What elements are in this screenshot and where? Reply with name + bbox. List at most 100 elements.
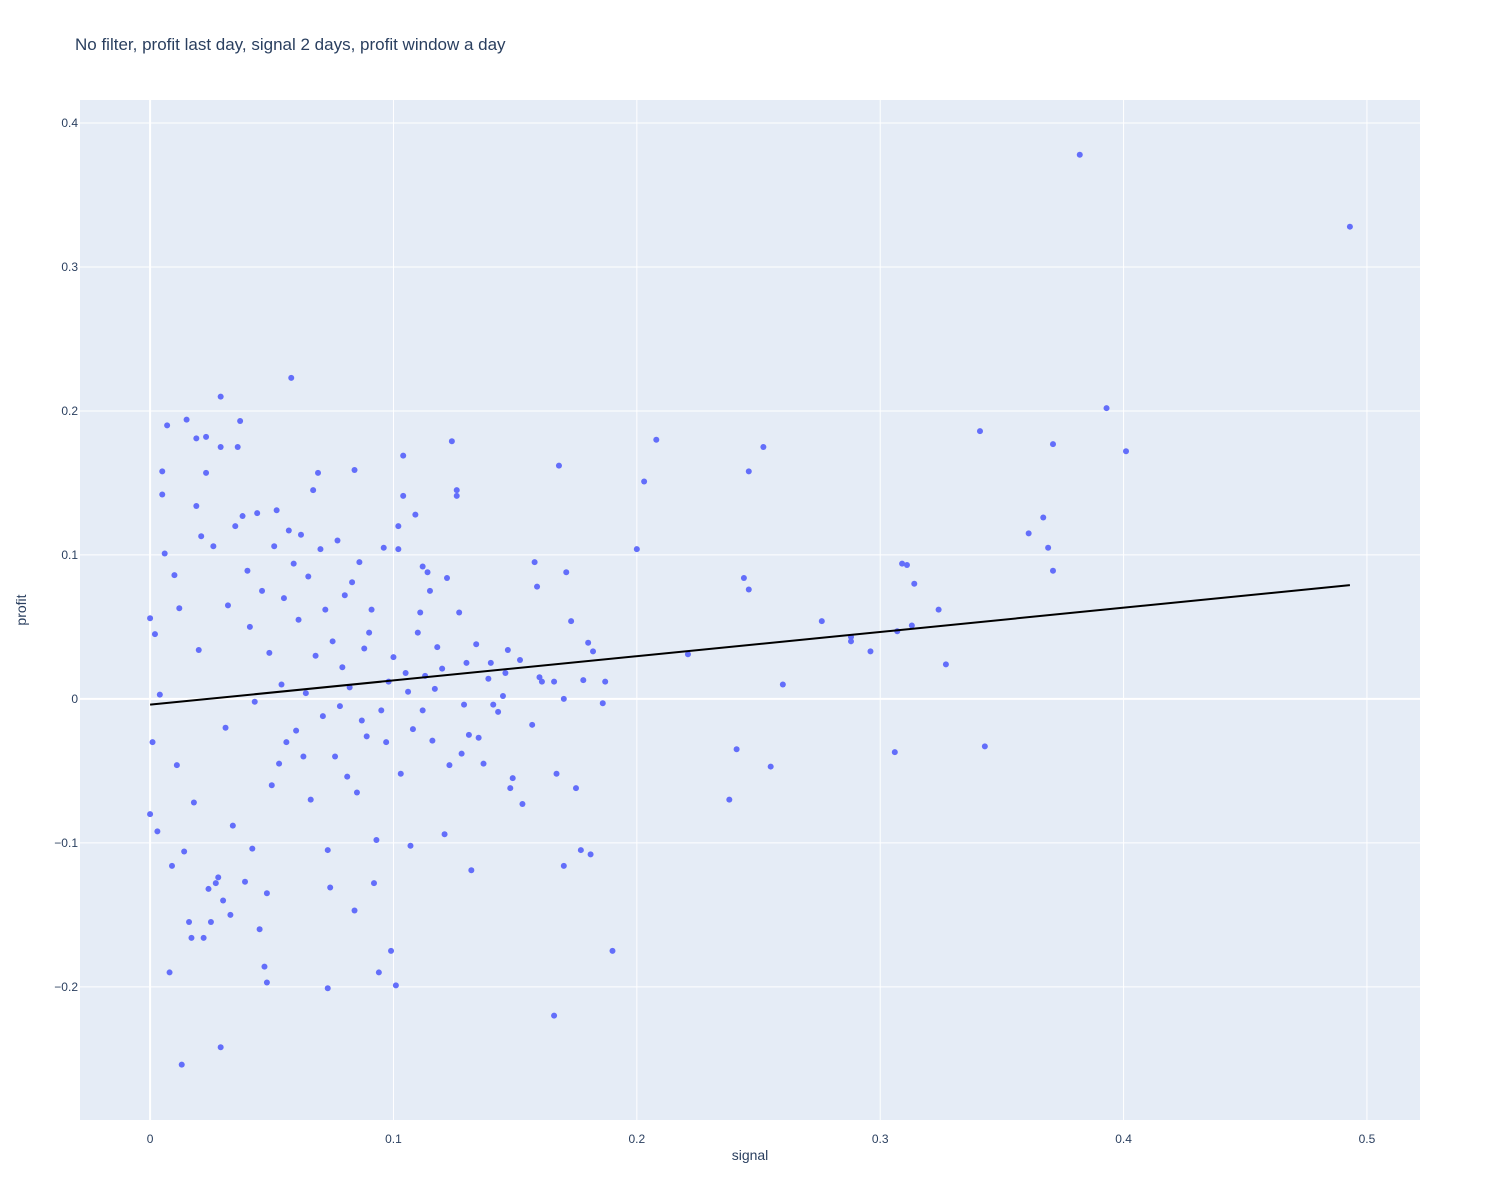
data-point (220, 897, 227, 904)
data-point (351, 466, 358, 473)
x-tick-label: 0 (147, 1132, 154, 1146)
data-point (517, 657, 524, 664)
data-point (319, 713, 326, 720)
data-point (633, 546, 640, 553)
data-point (217, 393, 224, 400)
data-point (431, 685, 438, 692)
data-point (278, 681, 285, 688)
data-point (463, 659, 470, 666)
data-point (818, 618, 825, 625)
data-point (375, 969, 382, 976)
data-point (186, 919, 193, 926)
data-point (251, 698, 258, 705)
data-point (485, 675, 492, 682)
data-point (305, 573, 312, 580)
data-point (414, 629, 421, 636)
data-point (271, 543, 278, 550)
y-tick-label: 0 (71, 692, 78, 706)
data-point (164, 422, 171, 429)
data-point (899, 560, 906, 567)
x-tick-label: 0.2 (628, 1132, 645, 1146)
data-point (322, 606, 329, 613)
data-point (383, 739, 390, 746)
data-point (154, 828, 161, 835)
data-point (935, 606, 942, 613)
data-point (536, 674, 543, 681)
data-point (300, 753, 307, 760)
x-tick-labels: 0 0.1 0.2 0.3 0.4 0.5 (147, 1132, 1376, 1146)
data-point (147, 615, 154, 622)
y-tick-label: 0.1 (61, 548, 78, 562)
y-tick-label: 0.2 (61, 404, 78, 418)
data-point (195, 646, 202, 653)
data-point (193, 435, 200, 442)
data-point (334, 537, 341, 544)
data-point (188, 934, 195, 941)
data-point (590, 648, 597, 655)
data-point (563, 569, 570, 576)
data-point (380, 544, 387, 551)
y-axis-title: profit (13, 594, 29, 625)
data-point (353, 789, 360, 796)
data-point (439, 665, 446, 672)
x-tick-label: 0.1 (385, 1132, 402, 1146)
data-point (239, 513, 246, 520)
x-tick-label: 0.3 (872, 1132, 889, 1146)
chart-title: No filter, profit last day, signal 2 day… (75, 35, 506, 54)
data-point (585, 639, 592, 646)
data-point (370, 880, 377, 887)
data-point (903, 562, 910, 569)
data-point (726, 796, 733, 803)
data-point (891, 749, 898, 756)
data-point (161, 550, 168, 557)
data-point (434, 644, 441, 651)
data-point (392, 982, 399, 989)
data-point (181, 848, 188, 855)
data-point (1123, 448, 1130, 455)
x-tick-label: 0.4 (1115, 1132, 1132, 1146)
data-point (779, 681, 786, 688)
data-point (178, 1061, 185, 1068)
data-point (171, 572, 178, 579)
data-point (395, 546, 402, 553)
data-point (499, 693, 506, 700)
data-point (1076, 151, 1083, 158)
data-point (908, 622, 915, 629)
data-point (259, 587, 266, 594)
data-point (534, 583, 541, 590)
data-point (273, 507, 280, 514)
data-point (458, 750, 465, 757)
data-point (911, 580, 918, 587)
data-point (388, 947, 395, 954)
data-point (504, 646, 511, 653)
data-point (288, 374, 295, 381)
data-point (147, 811, 154, 818)
data-point (378, 707, 385, 714)
data-point (531, 559, 538, 566)
data-point (329, 638, 336, 645)
data-point (480, 760, 487, 767)
data-point (285, 527, 292, 534)
data-point (1045, 544, 1052, 551)
data-point (609, 947, 616, 954)
data-point (283, 739, 290, 746)
data-point (1040, 514, 1047, 521)
data-point (176, 605, 183, 612)
data-point (641, 478, 648, 485)
data-point (344, 773, 351, 780)
data-point (242, 878, 249, 885)
data-point (173, 762, 180, 769)
data-point (232, 523, 239, 530)
plot-area (80, 100, 1420, 1120)
data-point (237, 418, 244, 425)
data-point (1346, 223, 1353, 230)
data-point (363, 733, 370, 740)
y-tick-label: −0.2 (54, 980, 78, 994)
data-point (249, 845, 256, 852)
data-point (529, 721, 536, 728)
data-point (151, 631, 158, 638)
data-point (190, 799, 197, 806)
data-point (159, 491, 166, 498)
data-point (361, 645, 368, 652)
